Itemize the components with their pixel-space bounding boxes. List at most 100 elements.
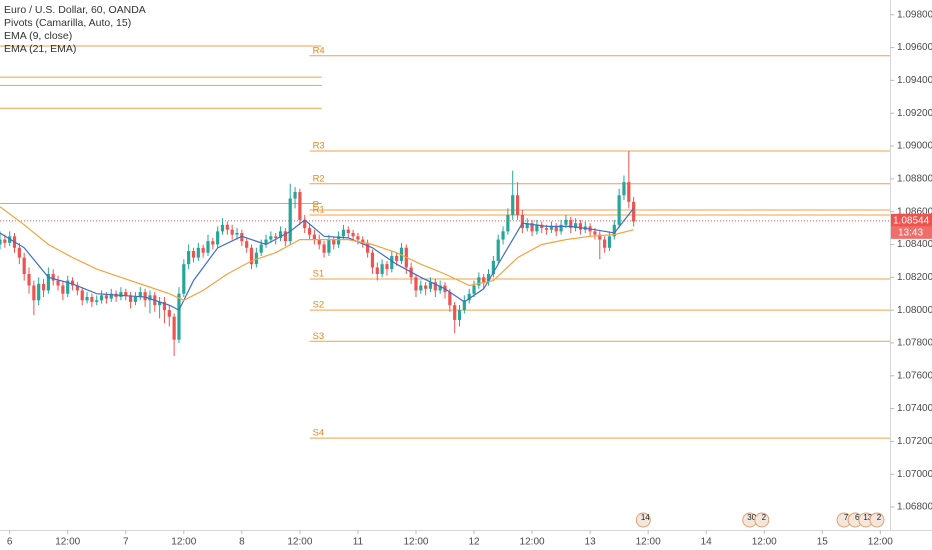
candle-body (293, 191, 297, 199)
candle-body (467, 293, 471, 301)
candle-body (336, 236, 341, 245)
candle-body (104, 295, 109, 299)
x-tick-label: 14 (701, 537, 713, 548)
candle-body (462, 300, 466, 311)
pivot-label: S4 (313, 428, 325, 439)
x-tick-label: 12:00 (752, 537, 777, 548)
candle-body (206, 241, 210, 253)
legend: Euro / U.S. Dollar, 60, OANDA Pivots (Ca… (4, 4, 146, 55)
candle-body (448, 292, 452, 306)
y-tick-label: 1.07800 (897, 338, 932, 349)
event-label: 13 (863, 513, 872, 522)
candle-body (346, 229, 350, 234)
candle-body (544, 228, 549, 230)
x-tick-label: 12:00 (868, 537, 893, 548)
candle-body (515, 195, 520, 215)
candle-body (167, 310, 171, 317)
candle-body (530, 223, 534, 232)
candle-body (22, 257, 26, 275)
candle-body (627, 182, 631, 202)
y-tick-label: 1.08600 (897, 206, 932, 217)
candle-body (216, 231, 220, 245)
candle-body (603, 239, 607, 248)
last-price-tag (891, 213, 932, 227)
candle-body (264, 239, 268, 245)
plot-area: R4 R3 R2 PR1 S1 S2 S3 S4 (0, 45, 890, 439)
candle-body (124, 292, 128, 296)
candle-body (249, 247, 254, 265)
candle-body (564, 219, 568, 225)
y-tick-label: 1.07200 (897, 436, 932, 447)
candle-body (191, 251, 196, 258)
candle-body (99, 295, 104, 301)
candle-body (322, 244, 326, 253)
candle-body (37, 283, 41, 301)
candle-body (61, 285, 65, 294)
pivot-label: R1 (313, 204, 325, 215)
candle-body (438, 285, 442, 291)
candle-body (578, 223, 583, 230)
candle-body (380, 264, 384, 275)
candle-body (559, 224, 563, 232)
candle-body (472, 285, 476, 294)
candle-body (201, 247, 205, 253)
candle-body (235, 233, 239, 235)
candle-body (593, 231, 597, 235)
candle-body (341, 229, 346, 237)
pivot-label: S1 (313, 268, 325, 279)
y-tick-label: 1.09200 (897, 108, 932, 119)
candle-body (327, 239, 331, 253)
x-tick-label: 12:00 (55, 537, 80, 548)
event-label: 7 (844, 513, 849, 522)
candle-body (46, 274, 50, 291)
y-tick-label: 1.07000 (897, 469, 932, 480)
candle-body (90, 296, 94, 302)
candle-body (283, 231, 287, 242)
candle-body (182, 264, 186, 294)
candle-body (482, 277, 486, 283)
candle-body (612, 224, 616, 237)
pivot-label: R2 (313, 173, 325, 184)
candle-body (501, 231, 505, 240)
candle-body (414, 277, 418, 291)
candle-body (245, 241, 249, 248)
last-price-label: 1.08544 (893, 216, 930, 227)
y-tick-label: 1.07600 (897, 370, 932, 381)
event-icon (635, 512, 651, 528)
candle-body (0, 239, 2, 245)
candle-body (172, 316, 176, 340)
chart-title: Euro / U.S. Dollar, 60, OANDA (4, 4, 146, 16)
event-icon (754, 512, 770, 528)
candle-body (549, 226, 554, 230)
candle-body (632, 201, 636, 222)
candle-body (332, 239, 336, 245)
candle-body (617, 195, 621, 225)
event-label: 14 (641, 513, 650, 522)
legend-entry: Pivots (Camarilla, Auto, 15) (4, 17, 131, 29)
candle-body (278, 231, 283, 238)
candle-body (477, 277, 481, 286)
candle-body (496, 239, 500, 261)
candle-body (554, 226, 558, 232)
x-tick-label: 15 (817, 537, 829, 548)
candle-body (453, 305, 457, 320)
candle-body (220, 224, 225, 232)
y-tick-label: 1.09000 (897, 141, 932, 152)
candle-body (148, 295, 152, 301)
y-tick-label: 1.08400 (897, 239, 932, 250)
candle-body (254, 252, 258, 265)
ema-line (0, 206, 634, 301)
candle-body (399, 247, 404, 261)
legend-entry: EMA (9, close) (4, 30, 72, 42)
candle-body (457, 310, 462, 320)
candle-body (607, 236, 612, 248)
candle-body (385, 264, 389, 270)
candle-body (428, 282, 433, 289)
candle-body (138, 292, 142, 297)
candle-body (525, 223, 529, 229)
x-tick-label: 13 (585, 537, 597, 548)
candle-body (307, 228, 312, 235)
y-tick-label: 1.07400 (897, 403, 932, 414)
